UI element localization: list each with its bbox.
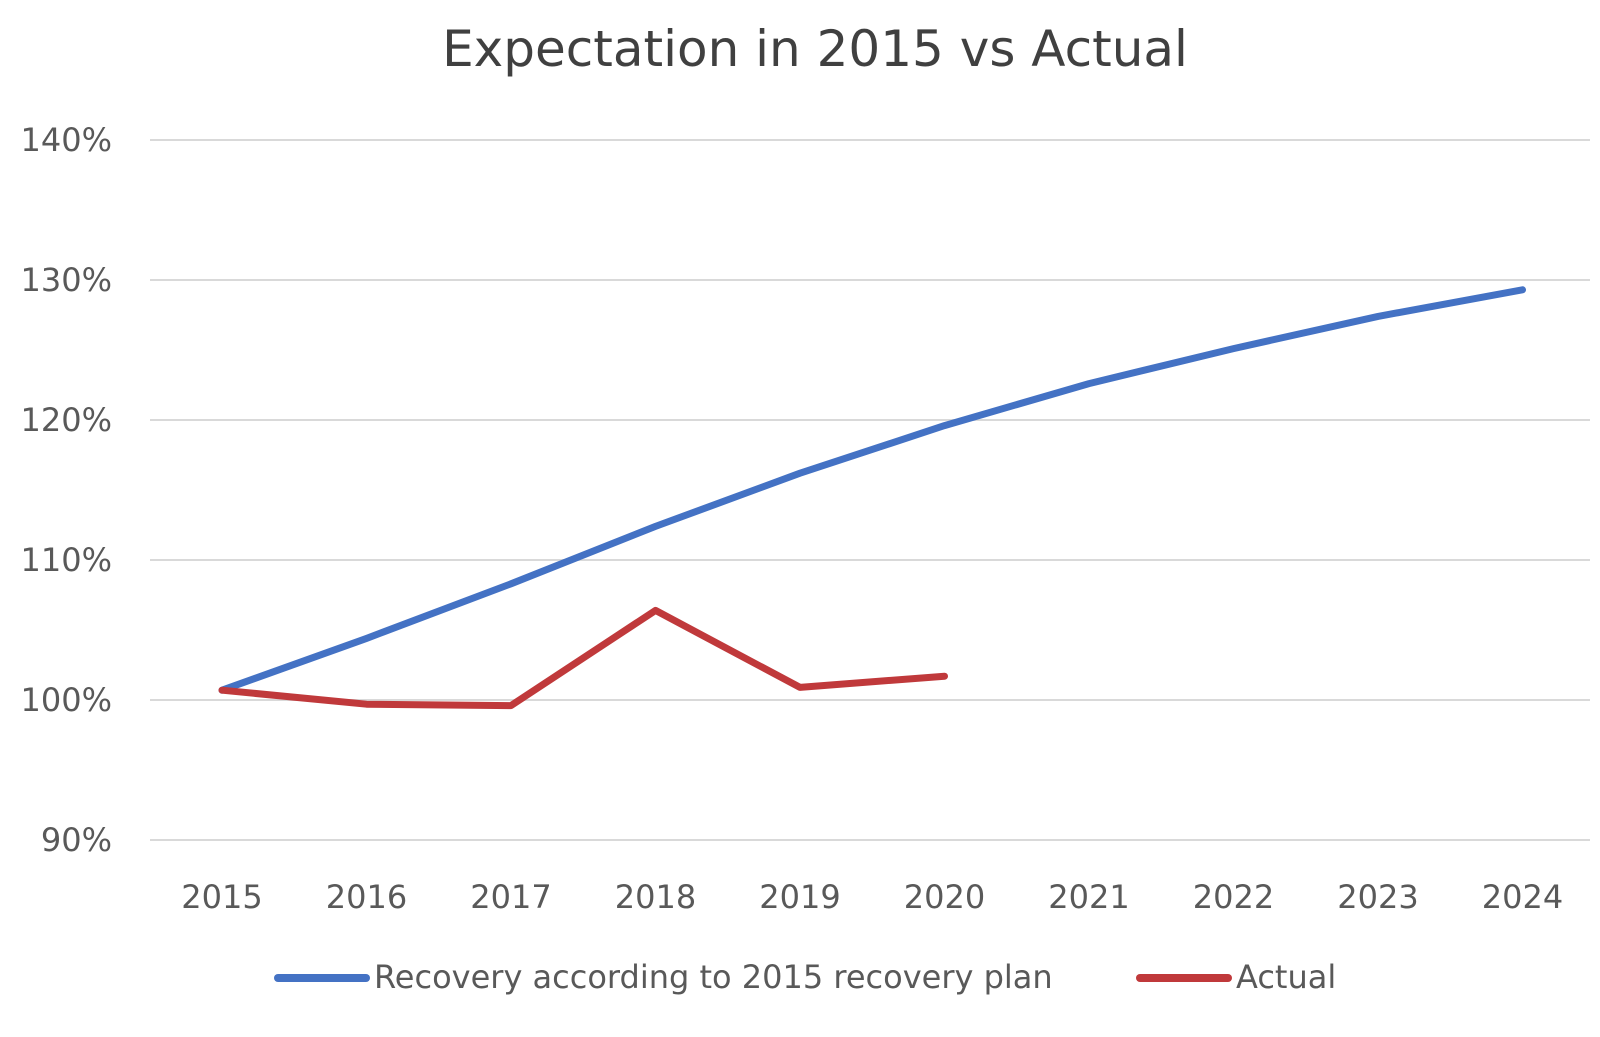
y-tick-label: 100%	[21, 681, 112, 719]
x-tick-label: 2023	[1337, 878, 1418, 916]
x-tick-label: 2020	[904, 878, 985, 916]
y-axis-tick-labels: 90% 100% 110% 120% 130% 140%	[21, 121, 112, 859]
legend: Recovery according to 2015 recovery plan…	[274, 958, 1336, 996]
x-axis-tick-labels: 2015 2016 2017 2018 2019 2020 2021 2022 2023 2024	[181, 878, 1563, 916]
legend-item: Actual	[1136, 958, 1336, 996]
series-line-actual	[218, 606, 948, 710]
x-tick-label: 2015	[181, 878, 262, 916]
x-tick-label: 2019	[759, 878, 840, 916]
x-tick-label: 2024	[1482, 878, 1563, 916]
legend-label: Recovery according to 2015 recovery plan	[374, 958, 1053, 996]
x-tick-label: 2021	[1048, 878, 1129, 916]
x-tick-label: 2018	[615, 878, 696, 916]
series-line-recovery-according-to-2015-recovery-plan	[218, 286, 1526, 694]
x-tick-label: 2017	[470, 878, 551, 916]
series-lines	[218, 286, 1526, 710]
x-tick-label: 2016	[326, 878, 407, 916]
y-tick-label: 110%	[21, 541, 112, 579]
y-tick-label: 130%	[21, 261, 112, 299]
y-tick-label: 140%	[21, 121, 112, 159]
x-tick-label: 2022	[1193, 878, 1274, 916]
chart-title: Expectation in 2015 vs Actual	[442, 20, 1188, 78]
legend-item: Recovery according to 2015 recovery plan	[274, 958, 1053, 996]
gridlines	[150, 139, 1590, 841]
y-tick-label: 120%	[21, 401, 112, 439]
legend-label: Actual	[1236, 958, 1336, 996]
y-tick-label: 90%	[41, 821, 112, 859]
